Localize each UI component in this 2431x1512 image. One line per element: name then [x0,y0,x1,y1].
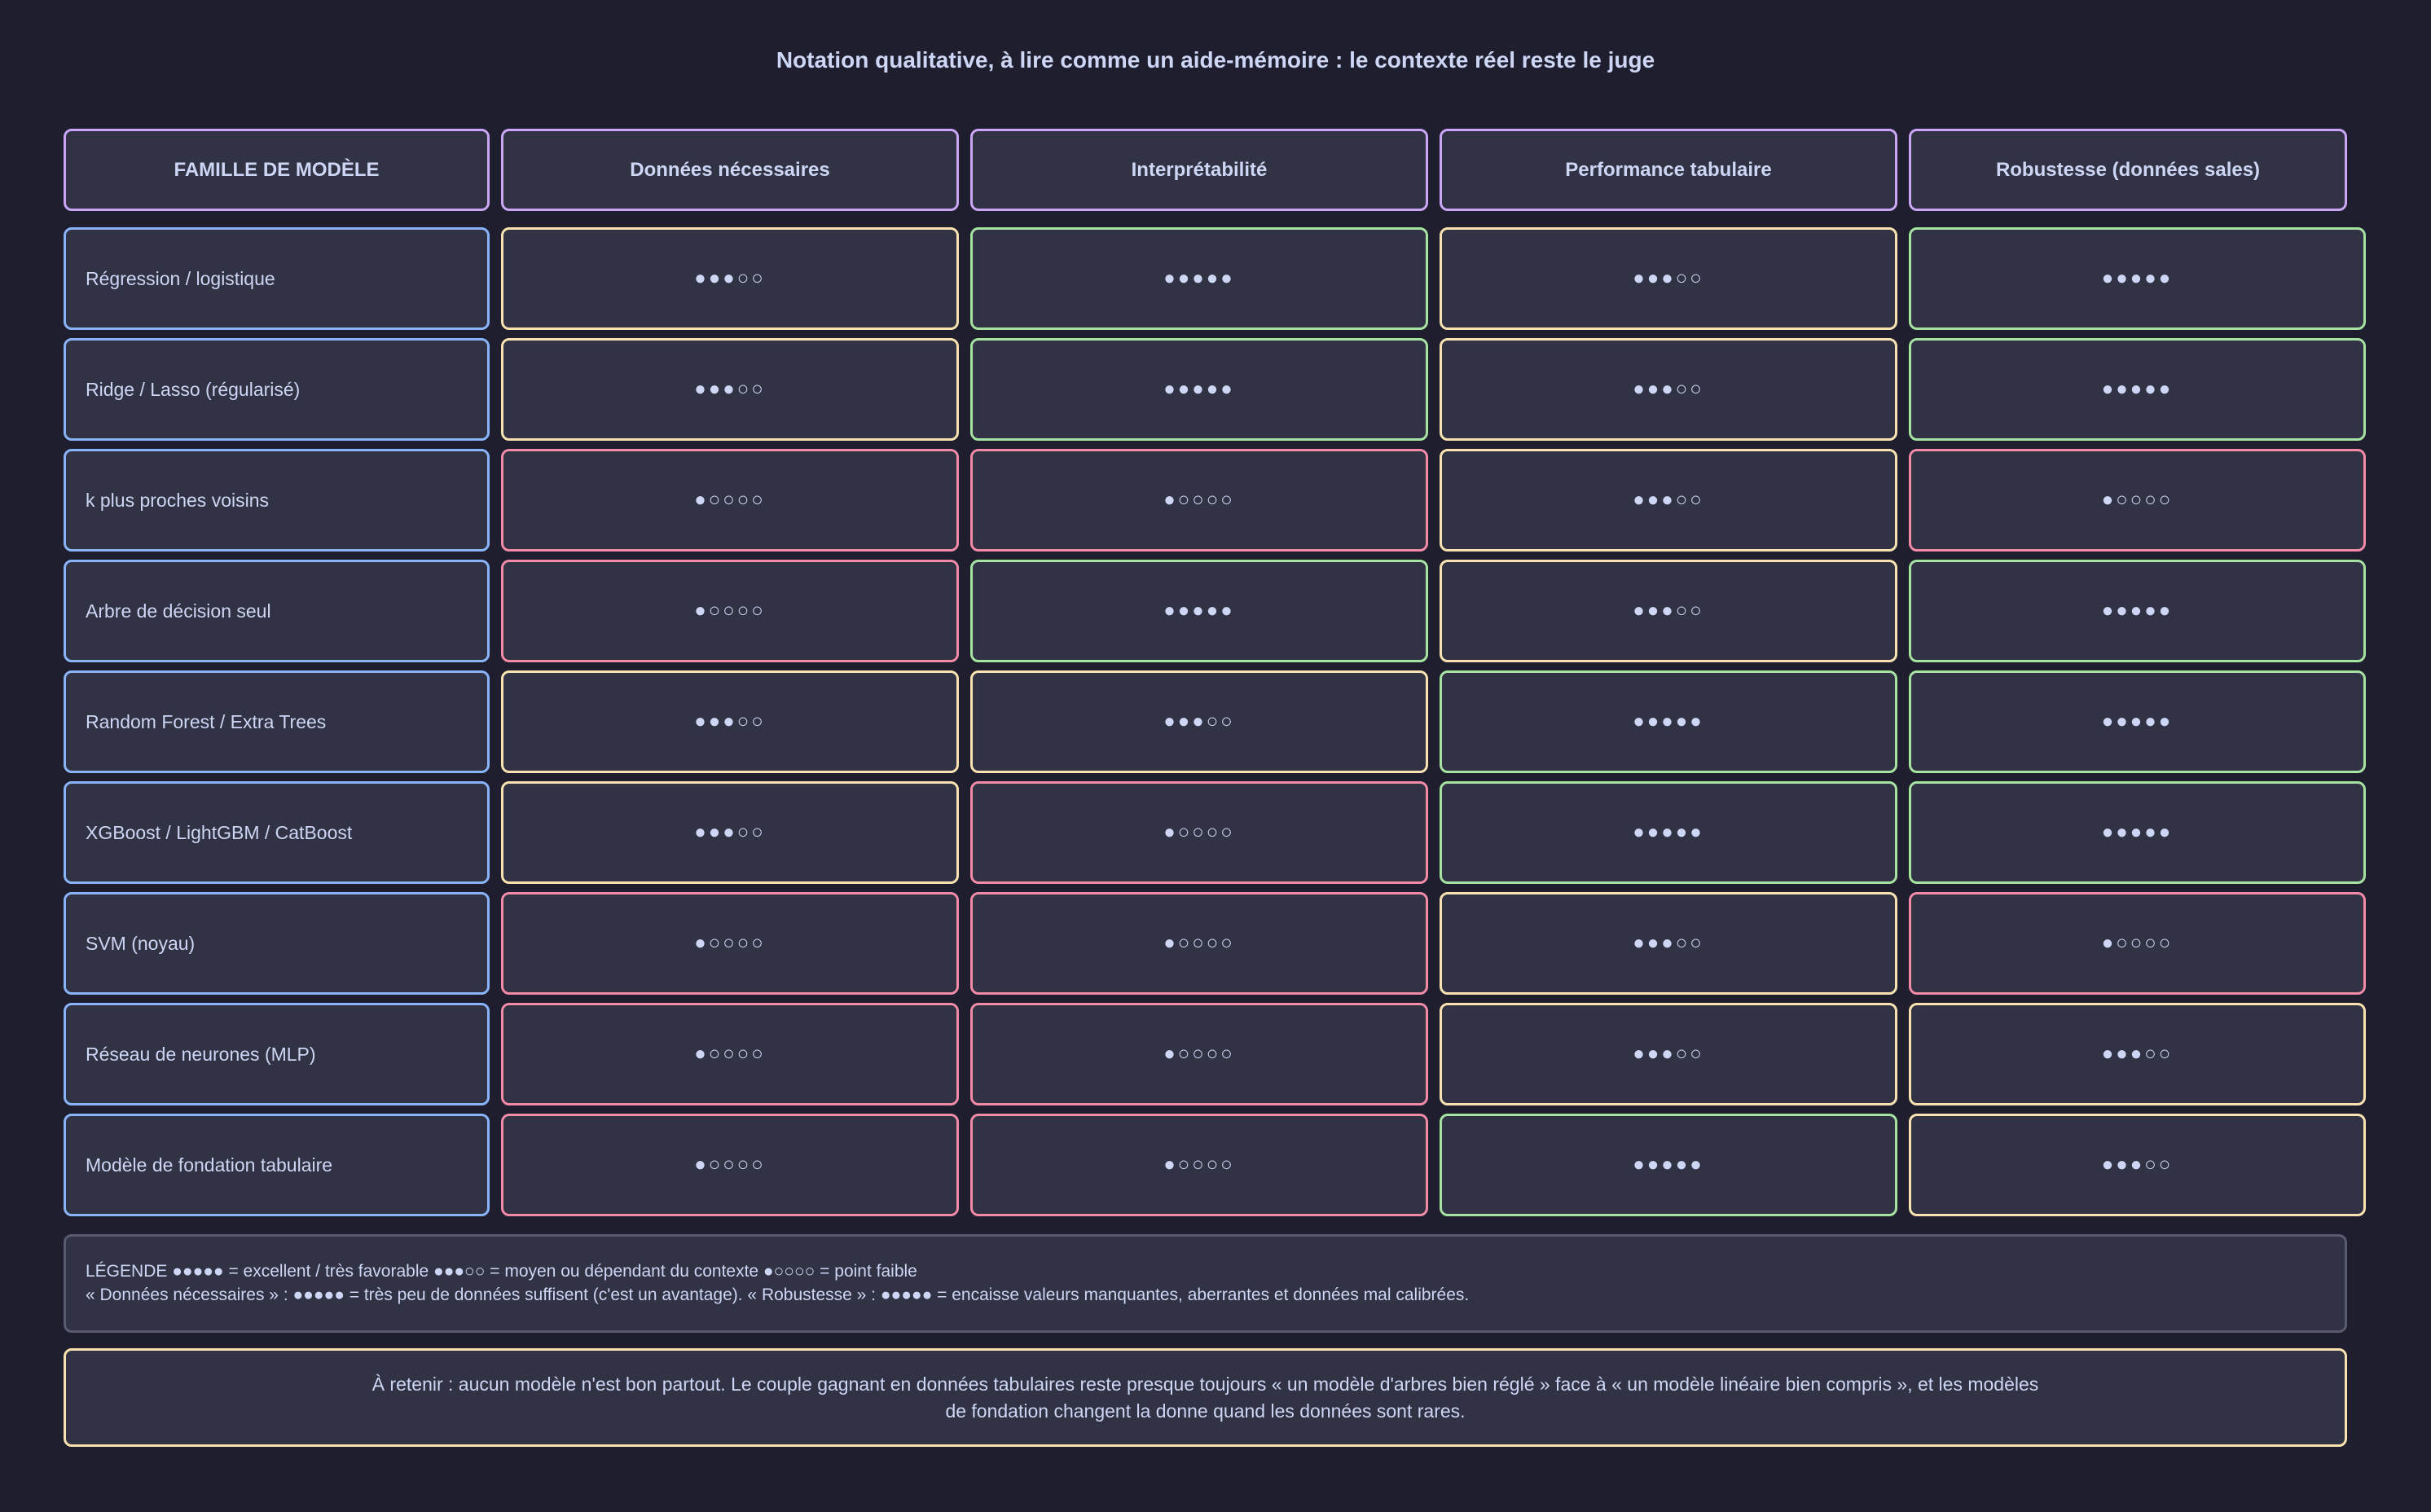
rating-cell: ●○○○○ [1909,449,2366,552]
rating-dots: ●●●●● [1163,378,1235,400]
rating-cell: ●○○○○ [970,1114,1428,1216]
rating-cell: ●○○○○ [501,449,959,552]
rating-cell: ●●●○○ [1440,449,1897,552]
rating-dots: ●●●○○ [1633,932,1704,954]
rating-cell: ●●●○○ [1909,1114,2366,1216]
rating-dots: ●○○○○ [694,932,766,954]
rating-cell: ●●●●● [1909,227,2366,330]
rating-dots: ●●●●● [2101,600,2174,622]
rating-dots: ●●●●● [1633,1154,1704,1176]
rating-cell: ●○○○○ [501,560,959,662]
rating-cell: ●○○○○ [970,892,1428,995]
rating-cell: ●●●●● [1440,781,1897,884]
rating-cell: ●○○○○ [1909,892,2366,995]
row-label: SVM (noyau) [64,892,490,995]
rating-dots: ●●●○○ [2101,1154,2174,1176]
rating-dots: ●○○○○ [1163,1043,1235,1065]
rating-cell: ●●●○○ [1440,892,1897,995]
rating-dots: ●○○○○ [1163,1154,1235,1176]
row-label: Ridge / Lasso (régularisé) [64,338,490,441]
rating-cell: ●●●●● [970,560,1428,662]
rating-cell: ●●●○○ [501,781,959,884]
rating-cell: ●●●○○ [1440,1003,1897,1105]
rating-dots: ●○○○○ [694,489,766,511]
rating-cell: ●●●●● [970,227,1428,330]
takeaway-note: À retenir : aucun modèle n'est bon parto… [64,1348,2347,1447]
rating-cell: ●●●○○ [501,227,959,330]
legend-line-1: LÉGENDE ●●●●● = excellent / très favorab… [86,1262,917,1281]
column-header-model-family: FAMILLE DE MODÈLE [64,129,490,211]
rating-dots: ●○○○○ [694,1154,766,1176]
page-title: Notation qualitative, à lire comme un ai… [776,47,1655,73]
column-header-1: Données nécessaires [501,129,959,211]
column-header-3: Performance tabulaire [1440,129,1897,211]
rating-dots: ●○○○○ [2101,489,2174,511]
row-label: Random Forest / Extra Trees [64,670,490,773]
rating-cell: ●○○○○ [501,1003,959,1105]
rating-dots: ●●●○○ [1633,378,1704,400]
rating-dots: ●○○○○ [694,600,766,622]
rating-cell: ●●●●● [1909,670,2366,773]
rating-cell: ●○○○○ [501,1114,959,1216]
rating-cell: ●●●○○ [501,338,959,441]
rating-dots: ●○○○○ [1163,821,1235,843]
row-label: Régression / logistique [64,227,490,330]
rating-cell: ●○○○○ [501,892,959,995]
row-label: Modèle de fondation tabulaire [64,1114,490,1216]
legend-line-2: « Données nécessaires » : ●●●●● = très p… [86,1286,1470,1304]
rating-dots: ●●●●● [1633,710,1704,732]
row-label: k plus proches voisins [64,449,490,552]
rating-dots: ●●●●● [1163,267,1235,289]
rating-cell: ●●●●● [1440,1114,1897,1216]
rating-dots: ●●●○○ [694,821,766,843]
row-label: Arbre de décision seul [64,560,490,662]
rating-cell: ●○○○○ [970,1003,1428,1105]
rating-cell: ●●●●● [1909,781,2366,884]
rating-cell: ●●●○○ [1440,560,1897,662]
rating-cell: ●●●●● [1909,560,2366,662]
rating-dots: ●○○○○ [1163,932,1235,954]
rating-dots: ●●●○○ [1633,489,1704,511]
rating-cell: ●●●○○ [970,670,1428,773]
rating-dots: ●●●●● [2101,267,2174,289]
rating-dots: ●○○○○ [694,1043,766,1065]
rating-cell: ●●●●● [970,338,1428,441]
rating-dots: ●●●○○ [1163,710,1235,732]
rating-dots: ●○○○○ [1163,489,1235,511]
column-header-2: Interprétabilité [970,129,1428,211]
rating-dots: ●●●○○ [1633,267,1704,289]
rating-cell: ●●●●● [1440,670,1897,773]
row-label: Réseau de neurones (MLP) [64,1003,490,1105]
column-header-4: Robustesse (données sales) [1909,129,2347,211]
legend-box: LÉGENDE ●●●●● = excellent / très favorab… [64,1234,2347,1333]
rating-dots: ●●●○○ [1633,1043,1704,1065]
rating-dots: ●●●○○ [694,378,766,400]
row-label: XGBoost / LightGBM / CatBoost [64,781,490,884]
rating-dots: ●●●●● [2101,821,2174,843]
rating-cell: ●○○○○ [970,781,1428,884]
rating-dots: ●●●○○ [694,267,766,289]
rating-cell: ●●●○○ [1440,338,1897,441]
rating-dots: ●●●○○ [2101,1043,2174,1065]
rating-dots: ●●●●● [2101,710,2174,732]
rating-cell: ●●●○○ [1909,1003,2366,1105]
rating-cell: ●●●○○ [1440,227,1897,330]
rating-cell: ●●●○○ [501,670,959,773]
rating-dots: ●●●○○ [1633,600,1704,622]
rating-cell: ●○○○○ [970,449,1428,552]
rating-dots: ●○○○○ [2101,932,2174,954]
rating-dots: ●●●●● [1163,600,1235,622]
rating-dots: ●●●●● [1633,821,1704,843]
rating-dots: ●●●●● [2101,378,2174,400]
rating-cell: ●●●●● [1909,338,2366,441]
rating-dots: ●●●○○ [694,710,766,732]
